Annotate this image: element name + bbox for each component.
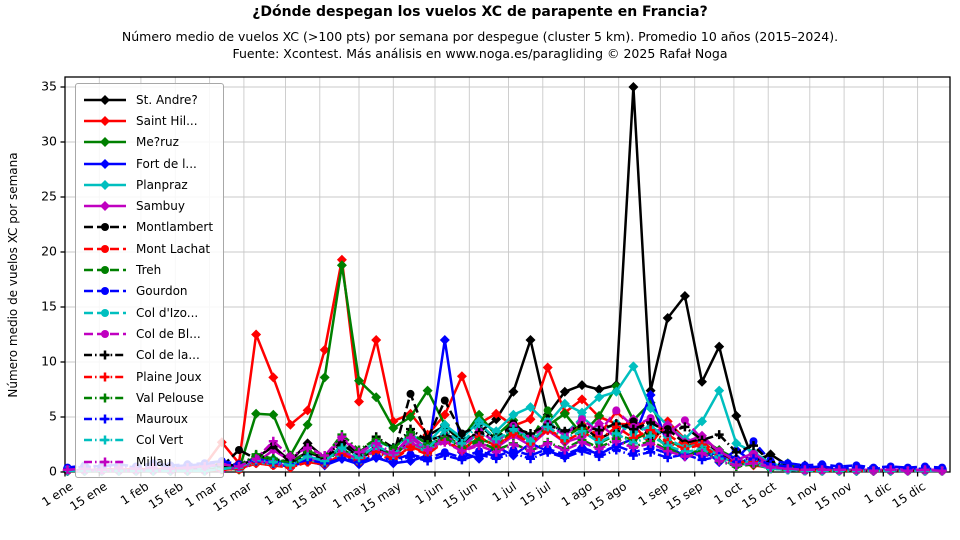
legend-item: Col d'Izo... <box>83 302 213 323</box>
chart-title: ¿Dónde despegan los vuelos XC de parapen… <box>252 4 708 20</box>
svg-text:15: 15 <box>41 299 57 314</box>
svg-text:15 jul: 15 jul <box>518 479 554 509</box>
legend-marker-icon <box>84 435 126 445</box>
legend-marker-icon <box>84 393 126 403</box>
chart-subtitle-line2: Fuente: Xcontest. Más análisis en www.no… <box>232 46 728 61</box>
legend-marker-icon <box>84 179 126 190</box>
legend-marker-icon <box>84 201 126 212</box>
svg-text:5: 5 <box>49 409 57 424</box>
legend-marker-icon <box>84 329 126 338</box>
svg-text:1 jun: 1 jun <box>413 479 446 507</box>
svg-text:15 ene: 15 ene <box>67 479 109 513</box>
svg-text:15 nov: 15 nov <box>812 479 854 513</box>
legend-label: Col Vert <box>136 433 184 448</box>
svg-text:15 dic: 15 dic <box>890 479 928 511</box>
legend-label: Mauroux <box>136 412 189 427</box>
legend-label: Col de la... <box>136 348 200 363</box>
svg-text:20: 20 <box>41 244 57 259</box>
legend-label: Col d'Izo... <box>136 305 199 320</box>
svg-text:1 oct: 1 oct <box>711 479 744 507</box>
svg-text:15 sep: 15 sep <box>664 479 705 513</box>
legend-item: Saint Hil... <box>83 110 213 131</box>
legend-item: Gourdon <box>83 281 213 302</box>
legend-marker-icon <box>84 266 126 275</box>
svg-text:0: 0 <box>49 464 57 479</box>
svg-text:15 oct: 15 oct <box>739 479 779 511</box>
legend-label: Treh <box>136 263 162 278</box>
legend-marker-icon <box>84 350 126 360</box>
legend-marker-icon <box>84 115 126 126</box>
legend-marker-icon <box>84 372 126 381</box>
svg-text:1 dic: 1 dic <box>862 479 894 507</box>
legend-marker-icon <box>84 457 126 467</box>
svg-text:10: 10 <box>41 354 57 369</box>
svg-text:15 mar: 15 mar <box>211 479 255 514</box>
legend-marker-icon <box>84 287 126 296</box>
y-axis-label: Número medio de vuelos XC por semana <box>6 152 20 397</box>
legend-label: Val Pelouse <box>136 390 204 405</box>
svg-text:15 feb: 15 feb <box>146 479 186 512</box>
svg-text:15 ago: 15 ago <box>587 479 629 513</box>
legend-item: Col de la... <box>83 345 213 366</box>
svg-text:1 jul: 1 jul <box>490 479 519 505</box>
legend-item: Planpraz <box>83 174 213 195</box>
legend-item: Plaine Joux <box>83 366 213 387</box>
legend-label: Planpraz <box>136 177 188 192</box>
legend-item: Val Pelouse <box>83 387 213 408</box>
legend-item: Fort de l... <box>83 153 213 174</box>
legend-marker-icon <box>84 158 126 169</box>
svg-text:15 abr: 15 abr <box>290 479 330 512</box>
legend-item: Me?ruz <box>83 132 213 153</box>
chart-legend: St. Andre? Saint Hil... Me?ruz Fort de l...… <box>75 83 225 479</box>
svg-text:1 feb: 1 feb <box>118 479 151 507</box>
legend-item: Montlambert <box>83 217 213 238</box>
legend-item: Sambuy <box>83 195 213 216</box>
legend-label: Col de Bl... <box>136 326 201 341</box>
svg-text:30: 30 <box>41 134 57 149</box>
svg-text:35: 35 <box>41 79 57 94</box>
legend-item: Treh <box>83 259 213 280</box>
svg-text:25: 25 <box>41 189 57 204</box>
legend-label: Saint Hil... <box>136 113 198 128</box>
legend-marker-icon <box>84 308 126 317</box>
legend-label: Millau <box>136 454 172 469</box>
legend-label: St. Andre? <box>136 92 198 107</box>
legend-label: Montlambert <box>136 220 214 235</box>
svg-text:15 jun: 15 jun <box>441 479 480 511</box>
legend-label: Gourdon <box>136 284 188 299</box>
legend-label: Plaine Joux <box>136 369 202 384</box>
legend-item: Col Vert <box>83 430 213 451</box>
legend-marker-icon <box>84 223 126 232</box>
legend-item: St. Andre? <box>83 89 213 110</box>
legend-label: Fort de l... <box>136 156 197 171</box>
legend-label: Mont Lachat <box>136 241 211 256</box>
legend-item: Millau <box>83 451 213 472</box>
legend-item: Mauroux <box>83 408 213 429</box>
legend-marker-icon <box>84 244 126 253</box>
legend-label: Me?ruz <box>136 135 179 150</box>
legend-item: Mont Lachat <box>83 238 213 259</box>
legend-marker-icon <box>84 137 126 148</box>
chart-subtitle-line1: Número medio de vuelos XC (>100 pts) por… <box>121 29 839 44</box>
legend-marker-icon <box>84 414 126 424</box>
legend-marker-icon <box>84 94 126 105</box>
legend-label: Sambuy <box>136 199 185 214</box>
legend-item: Col de Bl... <box>83 323 213 344</box>
